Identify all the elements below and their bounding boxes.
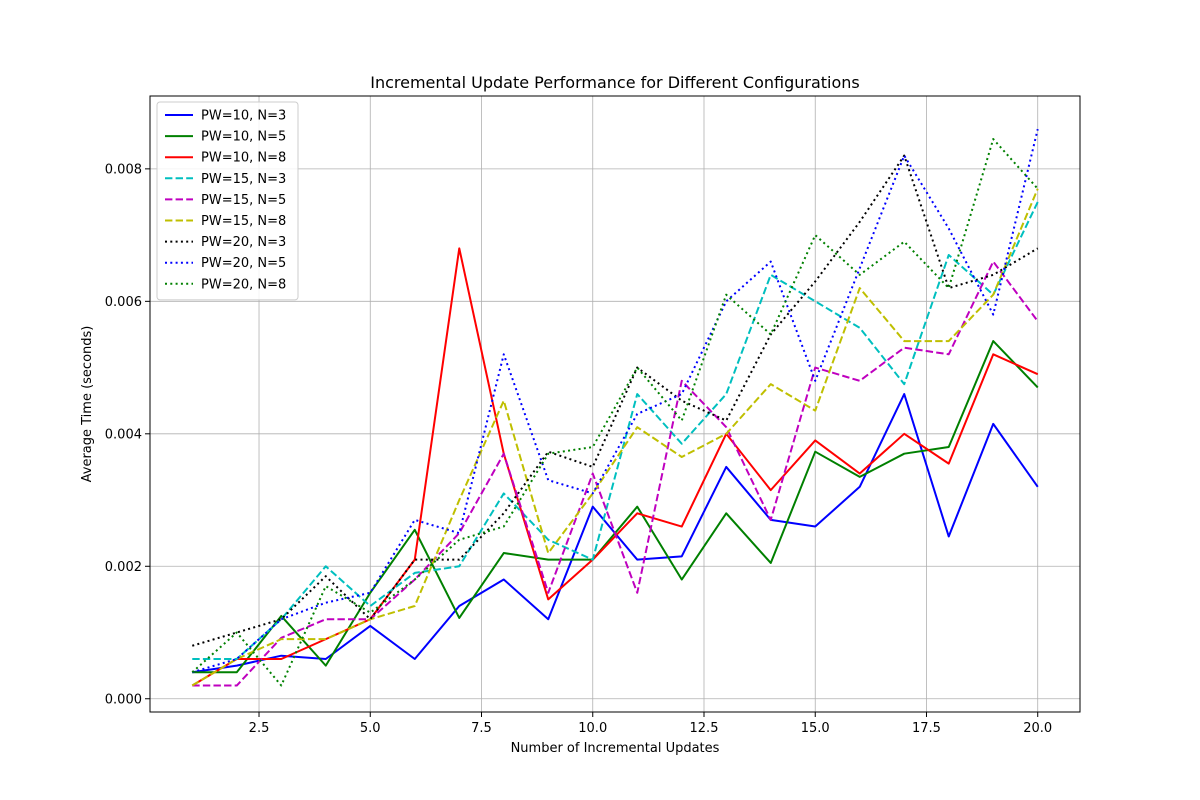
- x-tick-label: 17.5: [912, 721, 941, 736]
- series-lines: [191, 128, 1039, 687]
- legend-entry-label: PW=15, N=8: [201, 214, 286, 229]
- y-tick-label: 0.004: [105, 427, 142, 442]
- x-tick-label: 12.5: [690, 721, 719, 736]
- x-tick-label: 10.0: [578, 721, 607, 736]
- legend-box: [156, 101, 299, 301]
- y-tick-label: 0.008: [105, 162, 142, 177]
- plot-frame: [149, 95, 1081, 713]
- series-line-5: [192, 260, 1039, 687]
- y-tick-label: 0.002: [105, 560, 142, 575]
- legend-entry-label: PW=20, N=3: [201, 235, 286, 250]
- legend: PW=10, N=3 PW=10, N=5 PW=10, N=8 PW=15, N=3…: [156, 101, 299, 301]
- series-line-9: [191, 138, 1039, 687]
- series-line-6: [191, 188, 1039, 687]
- grid-lines: [150, 96, 1080, 712]
- y-tick-label: 0.006: [105, 295, 142, 310]
- series-line-8: [191, 128, 1039, 674]
- x-tick-label: 5.0: [360, 721, 381, 736]
- x-tick-label: 2.5: [249, 721, 270, 736]
- y-tick-label: 0.000: [105, 692, 142, 707]
- legend-entry-label: PW=15, N=3: [201, 172, 286, 187]
- axis-ticks: 2.5 5.0 7.5 10.0 12.5 15.0 17.5 20.0 0.000 0.002 0…: [105, 162, 1052, 736]
- legend-entry-label: PW=20, N=5: [201, 256, 286, 271]
- chart-title: Incremental Update Performance for Diffe…: [370, 73, 860, 92]
- series-line-7: [191, 154, 1039, 647]
- x-tick-label: 15.0: [801, 721, 830, 736]
- series-line-4: [192, 201, 1039, 661]
- legend-entry-label: PW=20, N=8: [201, 277, 286, 292]
- x-tick-label: 7.5: [471, 721, 492, 736]
- legend-entry-label: PW=10, N=3: [201, 109, 286, 124]
- legend-entry-label: PW=15, N=5: [201, 193, 286, 208]
- legend-entry-label: PW=10, N=5: [201, 130, 286, 145]
- legend-entry-label: PW=10, N=8: [201, 151, 286, 166]
- x-tick-label: 20.0: [1023, 721, 1052, 736]
- y-axis-label: Average Time (seconds): [80, 326, 95, 483]
- x-axis-label: Number of Incremental Updates: [511, 741, 720, 756]
